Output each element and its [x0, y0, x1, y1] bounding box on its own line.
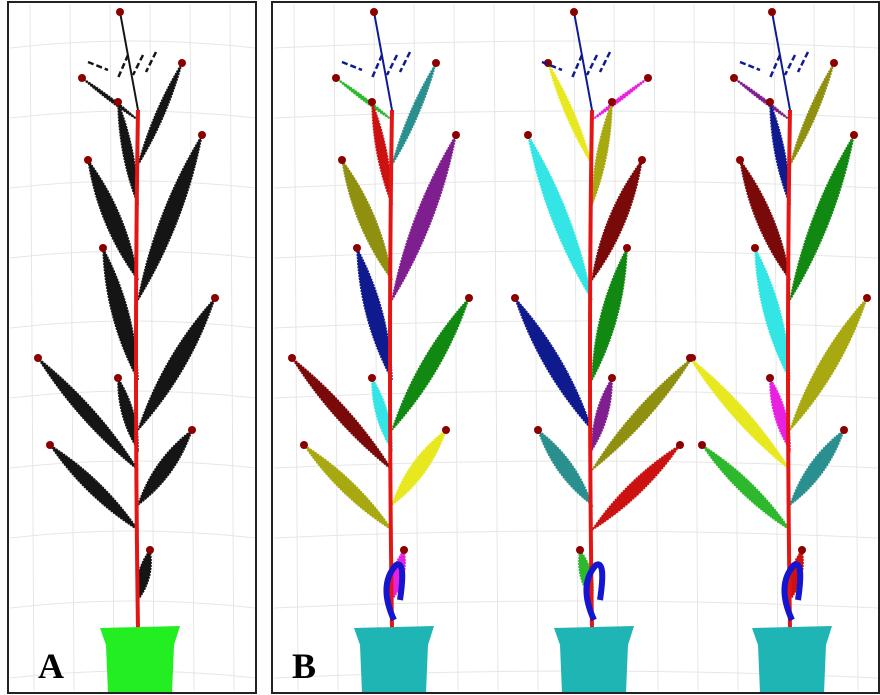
leaf-tip [188, 426, 196, 434]
leaf-tip [78, 74, 86, 82]
leaf-tip [798, 546, 806, 554]
leaf-tip [524, 131, 532, 139]
leaf-tip [288, 354, 296, 362]
leaf-tip [676, 441, 684, 449]
leaf-tip [736, 156, 744, 164]
leaf-tip [840, 426, 848, 434]
pot [354, 626, 434, 693]
leaf-tip [850, 131, 858, 139]
leaf-tip [211, 294, 219, 302]
leaf-tip [300, 441, 308, 449]
pot [100, 626, 180, 693]
stem [136, 110, 138, 630]
leaf-tip [146, 546, 154, 554]
leaf-tip [511, 294, 519, 302]
leaf-tip [730, 74, 738, 82]
leaf-tip [198, 131, 206, 139]
leaf-tip [84, 156, 92, 164]
leaf-tip [608, 98, 616, 106]
leaf-tip [863, 294, 871, 302]
leaf-tip [766, 374, 774, 382]
leaf-tip [400, 546, 408, 554]
leaf-tip [644, 74, 652, 82]
leaf-tip [114, 98, 122, 106]
leaf-tip [768, 8, 776, 16]
leaf-tip [353, 244, 361, 252]
leaf-tip [608, 374, 616, 382]
leaf-tip [638, 156, 646, 164]
pot [752, 626, 832, 693]
leaf-tip [830, 59, 838, 67]
leaf-tip [338, 156, 346, 164]
leaf-tip [452, 131, 460, 139]
pot [554, 626, 634, 693]
panel-label: B [292, 646, 316, 686]
leaf-tip [99, 244, 107, 252]
leaf-tip [442, 426, 450, 434]
leaf-tip [623, 244, 631, 252]
stem [590, 110, 592, 630]
leaf-tip [698, 441, 706, 449]
stem [390, 110, 392, 630]
leaf-tip [534, 426, 542, 434]
leaf-tip [465, 294, 473, 302]
leaf-tip [178, 59, 186, 67]
leaf-tip [34, 354, 42, 362]
leaf-tip [751, 244, 759, 252]
leaf-tip [576, 546, 584, 554]
leaf-tip [686, 354, 694, 362]
leaf-tip [570, 8, 578, 16]
leaf-tip [432, 59, 440, 67]
leaf-tip [368, 98, 376, 106]
figure: A B [0, 0, 880, 695]
leaf-tip [370, 8, 378, 16]
leaf-tip [46, 441, 54, 449]
leaf-tip [114, 374, 122, 382]
stem [788, 110, 790, 630]
panel-label: A [38, 646, 64, 686]
leaf-tip [368, 374, 376, 382]
leaf-tip [766, 98, 774, 106]
leaf-tip [116, 8, 124, 16]
leaf-tip [332, 74, 340, 82]
